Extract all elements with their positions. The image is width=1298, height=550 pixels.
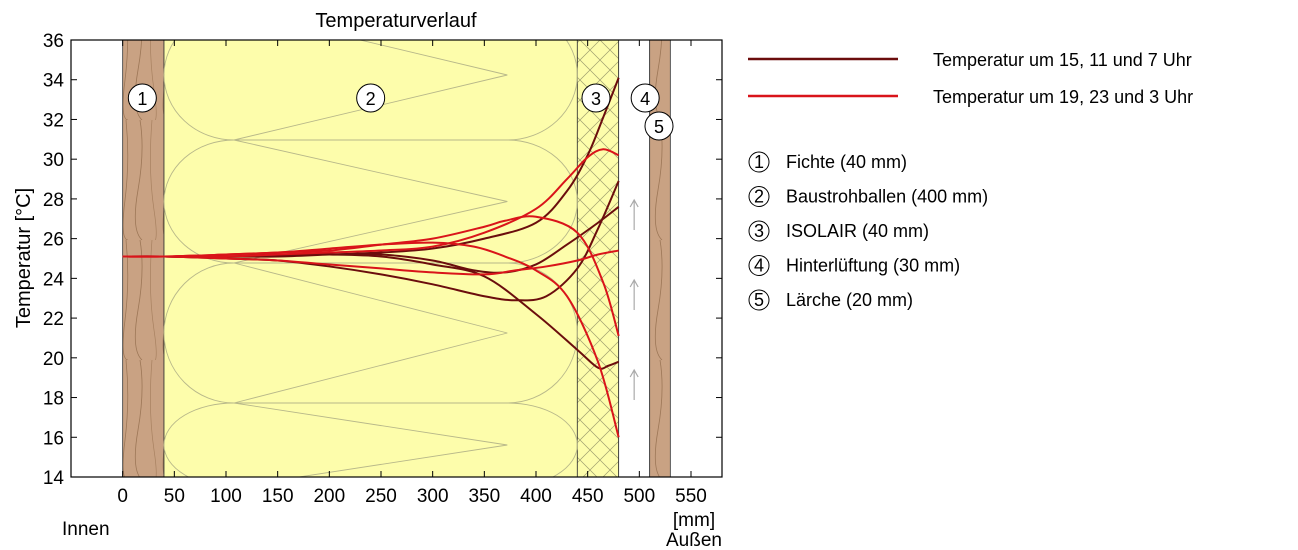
svg-text:3: 3 xyxy=(754,221,764,241)
plot-frame xyxy=(70,39,723,478)
layer-3-marker: 3 xyxy=(581,83,611,113)
straw-bale-line xyxy=(233,262,508,404)
x-left-label: Innen xyxy=(62,519,110,540)
y-tick-label: 22 xyxy=(43,309,64,330)
y-tick-label: 28 xyxy=(43,190,64,211)
airflow-arrow-icon xyxy=(629,368,639,400)
x-tick-label: 500 xyxy=(623,486,655,507)
x-axis-unit: [mm] xyxy=(673,510,715,531)
layer-1-band xyxy=(122,39,165,478)
series-2-curve-2 xyxy=(122,215,620,337)
svg-text:1: 1 xyxy=(754,152,764,172)
x-tick-label: 150 xyxy=(262,486,294,507)
straw-bale-outline xyxy=(163,402,578,477)
x-tick-label: 350 xyxy=(468,486,500,507)
svg-text:Lärche (20 mm): Lärche (20 mm) xyxy=(786,290,913,310)
y-tick-label: 30 xyxy=(43,150,64,171)
x-tick-label: 200 xyxy=(313,486,345,507)
layer-legend: 1 Fichte (40 mm) 2 Baustrohballen (400 mm) 3… xyxy=(748,151,988,311)
legend: Temperatur um 15, 11 und 7 Uhr Temperatu… xyxy=(748,50,1193,311)
legend-label-series-2: Temperatur um 19, 23 und 3 Uhr xyxy=(933,87,1193,107)
x-tick-label: 300 xyxy=(417,486,449,507)
svg-text:Baustrohballen (400 mm): Baustrohballen (400 mm) xyxy=(786,187,988,207)
x-tick-label: 100 xyxy=(210,486,242,507)
x-right-label: Außen xyxy=(666,530,722,550)
y-tick-label: 34 xyxy=(43,71,65,92)
y-tick-label: 32 xyxy=(43,110,64,131)
wall-layers xyxy=(122,39,671,478)
svg-text:2: 2 xyxy=(366,89,376,109)
y-tick-label: 36 xyxy=(43,31,64,52)
legend-layer-3: 3 ISOLAIR (40 mm) xyxy=(748,220,929,242)
layer-4-band xyxy=(618,39,651,478)
chart-title: Temperaturverlauf xyxy=(315,10,477,32)
svg-text:4: 4 xyxy=(754,256,764,276)
y-axis-label: Temperatur [°C] xyxy=(13,188,35,328)
svg-text:ISOLAIR (40 mm): ISOLAIR (40 mm) xyxy=(786,221,929,241)
svg-text:5: 5 xyxy=(654,117,664,137)
y-tick-label: 16 xyxy=(43,428,64,449)
temperature-curves xyxy=(122,77,620,438)
svg-text:Fichte (40 mm): Fichte (40 mm) xyxy=(786,152,907,172)
series-2-curve-3 xyxy=(122,148,620,258)
series-2-curve-4 xyxy=(122,249,619,276)
x-tick-label: 450 xyxy=(572,486,604,507)
y-tick-label: 24 xyxy=(43,269,65,290)
layer-2-marker: 2 xyxy=(356,83,386,113)
y-tick-label: 14 xyxy=(43,468,65,489)
layer-number-markers: 1 2 3 45 xyxy=(127,83,674,141)
svg-text:3: 3 xyxy=(591,89,601,109)
svg-text:5: 5 xyxy=(754,290,764,310)
layer-1-marker: 1 xyxy=(127,83,157,113)
svg-text:1: 1 xyxy=(137,89,147,109)
x-tick-label: 250 xyxy=(365,486,397,507)
straw-bale-line xyxy=(233,402,508,477)
legend-layer-1: 1 Fichte (40 mm) xyxy=(748,151,907,173)
x-tick-label: 50 xyxy=(164,486,185,507)
svg-text:2: 2 xyxy=(754,187,764,207)
svg-text:Hinterlüftung (30 mm): Hinterlüftung (30 mm) xyxy=(786,256,960,276)
airflow-arrow-icon xyxy=(629,278,639,310)
y-tick-label: 26 xyxy=(43,230,64,251)
axes: 0 50 100 150 200 250 300 350 400 450 500 5501416182… xyxy=(43,31,722,507)
layer-4-marker: 4 xyxy=(630,83,660,113)
x-tick-label: 0 xyxy=(117,486,128,507)
svg-text:4: 4 xyxy=(640,89,650,109)
legend-layer-4: 4 Hinterlüftung (30 mm) xyxy=(748,255,960,276)
straw-bale-line xyxy=(233,40,508,141)
layer-5-marker: 5 xyxy=(644,111,674,141)
legend-layer-2: 2 Baustrohballen (400 mm) xyxy=(748,186,988,207)
airflow-arrow-icon xyxy=(629,198,639,230)
y-tick-label: 20 xyxy=(43,349,64,370)
x-tick-label: 550 xyxy=(675,486,707,507)
legend-layer-5: 5 Lärche (20 mm) xyxy=(748,289,913,311)
straw-bale-line xyxy=(233,139,508,264)
legend-label-series-1: Temperatur um 15, 11 und 7 Uhr xyxy=(933,50,1192,70)
y-tick-label: 18 xyxy=(43,389,64,410)
x-tick-label: 400 xyxy=(520,486,552,507)
